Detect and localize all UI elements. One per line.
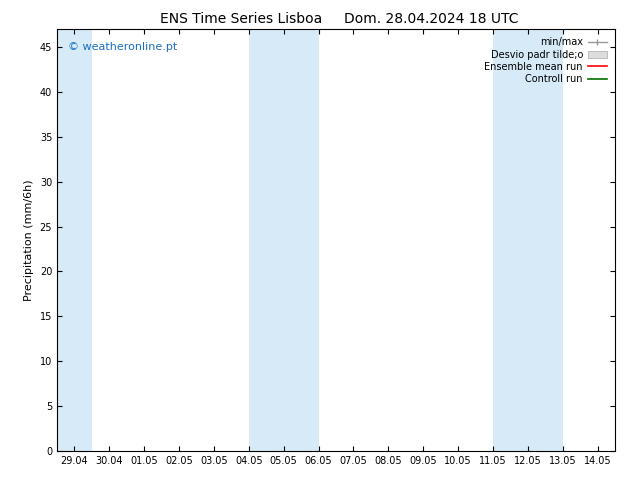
- Text: ENS Time Series Lisboa: ENS Time Series Lisboa: [160, 12, 322, 26]
- Y-axis label: Precipitation (mm/6h): Precipitation (mm/6h): [24, 179, 34, 301]
- Text: © weatheronline.pt: © weatheronline.pt: [68, 42, 178, 52]
- Bar: [57, 29, 92, 451]
- Bar: [493, 29, 563, 451]
- Text: Dom. 28.04.2024 18 UTC: Dom. 28.04.2024 18 UTC: [344, 12, 519, 26]
- Legend: min/max, Desvio padr tilde;o, Ensemble mean run, Controll run: min/max, Desvio padr tilde;o, Ensemble m…: [481, 34, 610, 87]
- Bar: [249, 29, 319, 451]
